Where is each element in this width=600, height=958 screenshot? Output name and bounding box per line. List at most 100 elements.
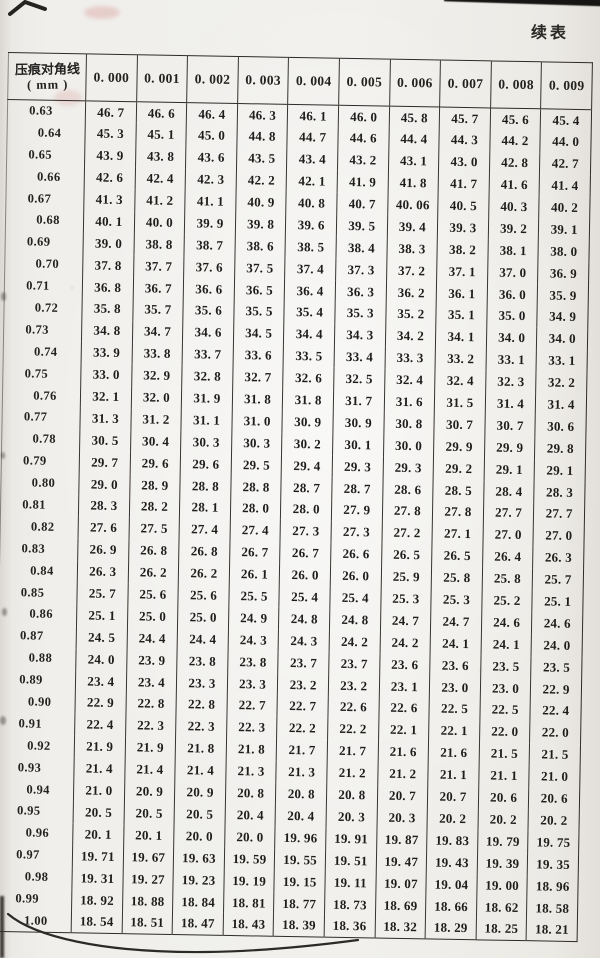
cell: 40. 0: [133, 211, 185, 234]
cell: 22. 3: [226, 716, 278, 740]
cell: 28. 5: [432, 479, 484, 502]
row-label: 0.94: [26, 781, 50, 797]
cell: 19. 55: [274, 848, 326, 872]
cell: 44. 3: [438, 128, 490, 152]
cell: 42. 8: [489, 151, 541, 175]
cell: 20. 1: [72, 823, 124, 846]
cell: 18. 81: [223, 891, 275, 915]
cell: 30. 6: [535, 415, 587, 439]
cell: 30. 4: [130, 430, 182, 453]
cell: 40. 3: [488, 195, 540, 219]
cell: 27. 7: [483, 501, 535, 525]
cell: 26. 2: [127, 561, 179, 585]
cell: 29. 3: [382, 456, 434, 480]
cell: 21. 5: [529, 743, 581, 767]
cell: 25. 1: [532, 590, 584, 614]
cell: 33. 1: [485, 348, 537, 372]
cell: 42. 2: [235, 169, 287, 192]
cell: 37. 1: [436, 260, 488, 284]
row-label: 0.98: [24, 869, 49, 884]
cell: 26. 2: [178, 562, 230, 586]
cell: 26. 3: [532, 546, 584, 570]
cell: 27. 5: [128, 517, 180, 541]
cell: 27. 6: [78, 516, 129, 540]
cell: 41. 3: [83, 188, 135, 212]
cell: 19. 83: [426, 829, 478, 853]
cell: 23. 4: [125, 670, 177, 694]
cell: 22. 8: [176, 693, 228, 717]
cell: 34. 7: [132, 320, 184, 344]
cell: 39. 5: [336, 214, 388, 238]
cell: 23. 0: [429, 676, 481, 699]
cell: 24. 3: [227, 628, 279, 652]
cell: 25. 2: [481, 589, 533, 613]
cell: 28. 8: [179, 474, 231, 498]
cell: 25. 7: [532, 568, 584, 592]
cell: 40. 9: [235, 191, 287, 214]
cell: 28. 9: [129, 473, 181, 497]
cell: 34. 4: [283, 323, 335, 347]
cell: 46. 1: [287, 104, 339, 128]
cell: 31. 2: [130, 408, 182, 431]
cell: 21. 6: [377, 740, 429, 764]
cell: 27. 7: [533, 502, 585, 526]
cell: 25. 8: [431, 566, 483, 590]
cell: 26. 3: [77, 560, 129, 584]
cell: 27. 8: [432, 501, 484, 524]
column-header: 0. 000: [85, 53, 138, 102]
cell: 29. 0: [78, 472, 130, 496]
cell: 41. 8: [387, 171, 439, 195]
cell: 22. 3: [175, 715, 227, 739]
row-label: 0.66: [36, 169, 61, 184]
cell: 27. 4: [179, 518, 231, 542]
cell: 19. 35: [527, 852, 579, 876]
cell: 27. 2: [381, 522, 433, 545]
cell: 45. 0: [186, 124, 238, 148]
cell: 25. 4: [329, 586, 381, 610]
cell: 37. 4: [284, 257, 336, 281]
cell: 32. 5: [333, 367, 385, 391]
cell: 35. 0: [486, 304, 538, 328]
row-header-cell: 压痕对角线 ( mm ): [7, 52, 87, 101]
cell: 32. 9: [131, 364, 183, 388]
cell: 21. 4: [73, 757, 125, 781]
cell: 24. 2: [329, 630, 381, 654]
cell: 42. 6: [84, 166, 136, 190]
continued-table-label: 续表: [530, 24, 570, 43]
cell: 20. 7: [427, 785, 479, 809]
cell: 23. 6: [379, 653, 431, 677]
cell: 19. 79: [477, 830, 529, 853]
cell: 34. 1: [435, 325, 487, 349]
cell: 27. 4: [229, 519, 281, 543]
cell: 41. 7: [438, 172, 490, 196]
cell: 25. 4: [279, 585, 331, 609]
cell: 19. 15: [274, 870, 326, 894]
cell: 24. 8: [329, 608, 381, 632]
cell: 29. 6: [180, 452, 232, 476]
cell: 36. 7: [132, 276, 184, 300]
cell: 19. 96: [275, 826, 326, 850]
cell: 20. 6: [478, 786, 530, 810]
cell: 23. 3: [176, 671, 228, 695]
cell: 43. 1: [388, 149, 439, 173]
cell: 19. 87: [376, 828, 428, 852]
cell: 37. 3: [335, 258, 387, 282]
cell: 35. 4: [284, 301, 336, 325]
cell: 18. 77: [273, 892, 325, 916]
cell: 28. 7: [331, 477, 383, 501]
row-label: 0.85: [20, 584, 45, 600]
cell: 19. 51: [325, 849, 377, 873]
cell: 29. 2: [433, 457, 485, 481]
cell: 18. 96: [527, 874, 579, 898]
cell: 24. 0: [75, 648, 127, 671]
cell: 32. 0: [130, 386, 182, 410]
cell: 18. 54: [71, 910, 123, 934]
cell: 30. 9: [332, 411, 384, 435]
row-label: 0.63: [29, 103, 53, 118]
cell: 31. 9: [181, 387, 233, 410]
cell: 29. 4: [281, 454, 333, 478]
row-header-title: 压痕对角线: [14, 60, 80, 77]
cell: 22. 7: [226, 694, 278, 718]
cell: 46. 4: [186, 102, 238, 126]
cell: 39. 3: [437, 216, 489, 240]
